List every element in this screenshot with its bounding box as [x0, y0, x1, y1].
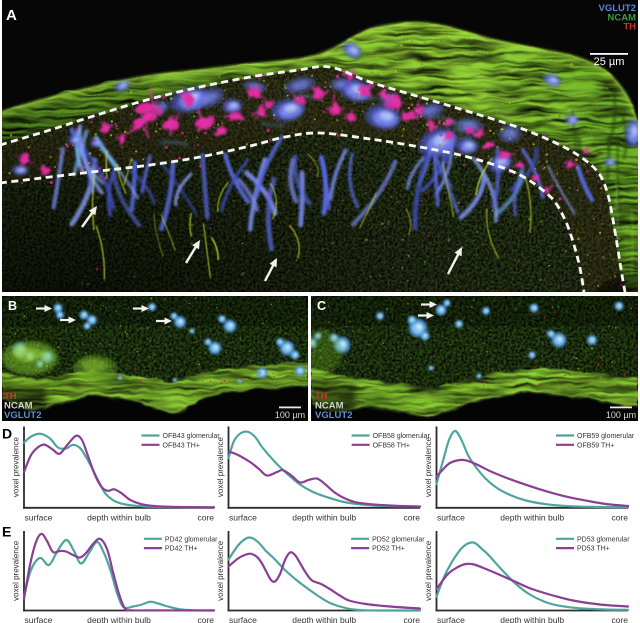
svg-text:surface: surface [229, 512, 257, 522]
svg-text:depth within bulb: depth within bulb [87, 512, 151, 522]
svg-text:OFB59 TH+: OFB59 TH+ [577, 442, 614, 449]
svg-text:surface: surface [437, 615, 465, 623]
svg-text:PD42 TH+: PD42 TH+ [165, 546, 198, 553]
svg-text:VGLUT2: VGLUT2 [4, 410, 41, 421]
svg-text:OFB43 TH+: OFB43 TH+ [163, 442, 200, 449]
svg-text:NCAM: NCAM [315, 401, 344, 412]
svg-text:TH: TH [315, 391, 328, 402]
svg-text:B: B [8, 299, 17, 313]
svg-text:100 µm: 100 µm [275, 410, 305, 420]
svg-text:PD53 glomerular: PD53 glomerular [577, 536, 630, 543]
svg-text:surface: surface [437, 512, 465, 522]
svg-text:voxel prevalence: voxel prevalence [12, 437, 21, 498]
svg-text:100 µm: 100 µm [606, 410, 636, 420]
svg-text:depth within bulb: depth within bulb [500, 615, 564, 623]
svg-text:VGLUT2: VGLUT2 [599, 3, 636, 14]
svg-text:core: core [611, 615, 628, 623]
svg-text:core: core [403, 615, 420, 623]
svg-text:core: core [197, 615, 214, 623]
svg-text:surface: surface [25, 615, 53, 623]
svg-text:voxel prevalence: voxel prevalence [216, 540, 225, 601]
svg-text:OFB58 glomerular: OFB58 glomerular [373, 433, 431, 440]
svg-text:C: C [317, 299, 326, 313]
svg-text:voxel prevalence: voxel prevalence [216, 437, 225, 498]
svg-text:NCAM: NCAM [4, 401, 33, 412]
svg-text:OFB58 TH+: OFB58 TH+ [373, 442, 410, 449]
svg-text:surface: surface [229, 615, 257, 623]
svg-text:TH: TH [4, 391, 17, 402]
svg-text:PD42 glomerular: PD42 glomerular [165, 536, 218, 543]
svg-text:E: E [2, 524, 11, 540]
svg-text:D: D [2, 426, 12, 442]
svg-text:voxel prevalence: voxel prevalence [424, 540, 433, 601]
svg-text:core: core [403, 512, 420, 522]
svg-text:depth within bulb: depth within bulb [292, 615, 356, 623]
svg-text:depth within bulb: depth within bulb [292, 512, 356, 522]
svg-text:A: A [6, 7, 17, 24]
svg-text:depth within bulb: depth within bulb [87, 615, 151, 623]
svg-text:core: core [197, 512, 214, 522]
svg-text:TH: TH [623, 22, 636, 33]
svg-text:25 µm: 25 µm [594, 56, 625, 68]
svg-text:depth within bulb: depth within bulb [500, 512, 564, 522]
svg-text:voxel prevalence: voxel prevalence [12, 540, 21, 601]
svg-text:NCAM: NCAM [608, 12, 637, 23]
svg-text:core: core [611, 512, 628, 522]
svg-text:surface: surface [25, 512, 53, 522]
svg-text:PD53 TH+: PD53 TH+ [577, 546, 610, 553]
svg-text:PD52 TH+: PD52 TH+ [372, 546, 405, 553]
svg-text:voxel prevalence: voxel prevalence [424, 437, 433, 498]
svg-text:PD52 glomerular: PD52 glomerular [372, 536, 425, 543]
svg-text:OFB59 glomerular: OFB59 glomerular [577, 433, 635, 440]
svg-text:OFB43 glomerular: OFB43 glomerular [163, 433, 221, 440]
svg-text:VGLUT2: VGLUT2 [315, 410, 352, 421]
